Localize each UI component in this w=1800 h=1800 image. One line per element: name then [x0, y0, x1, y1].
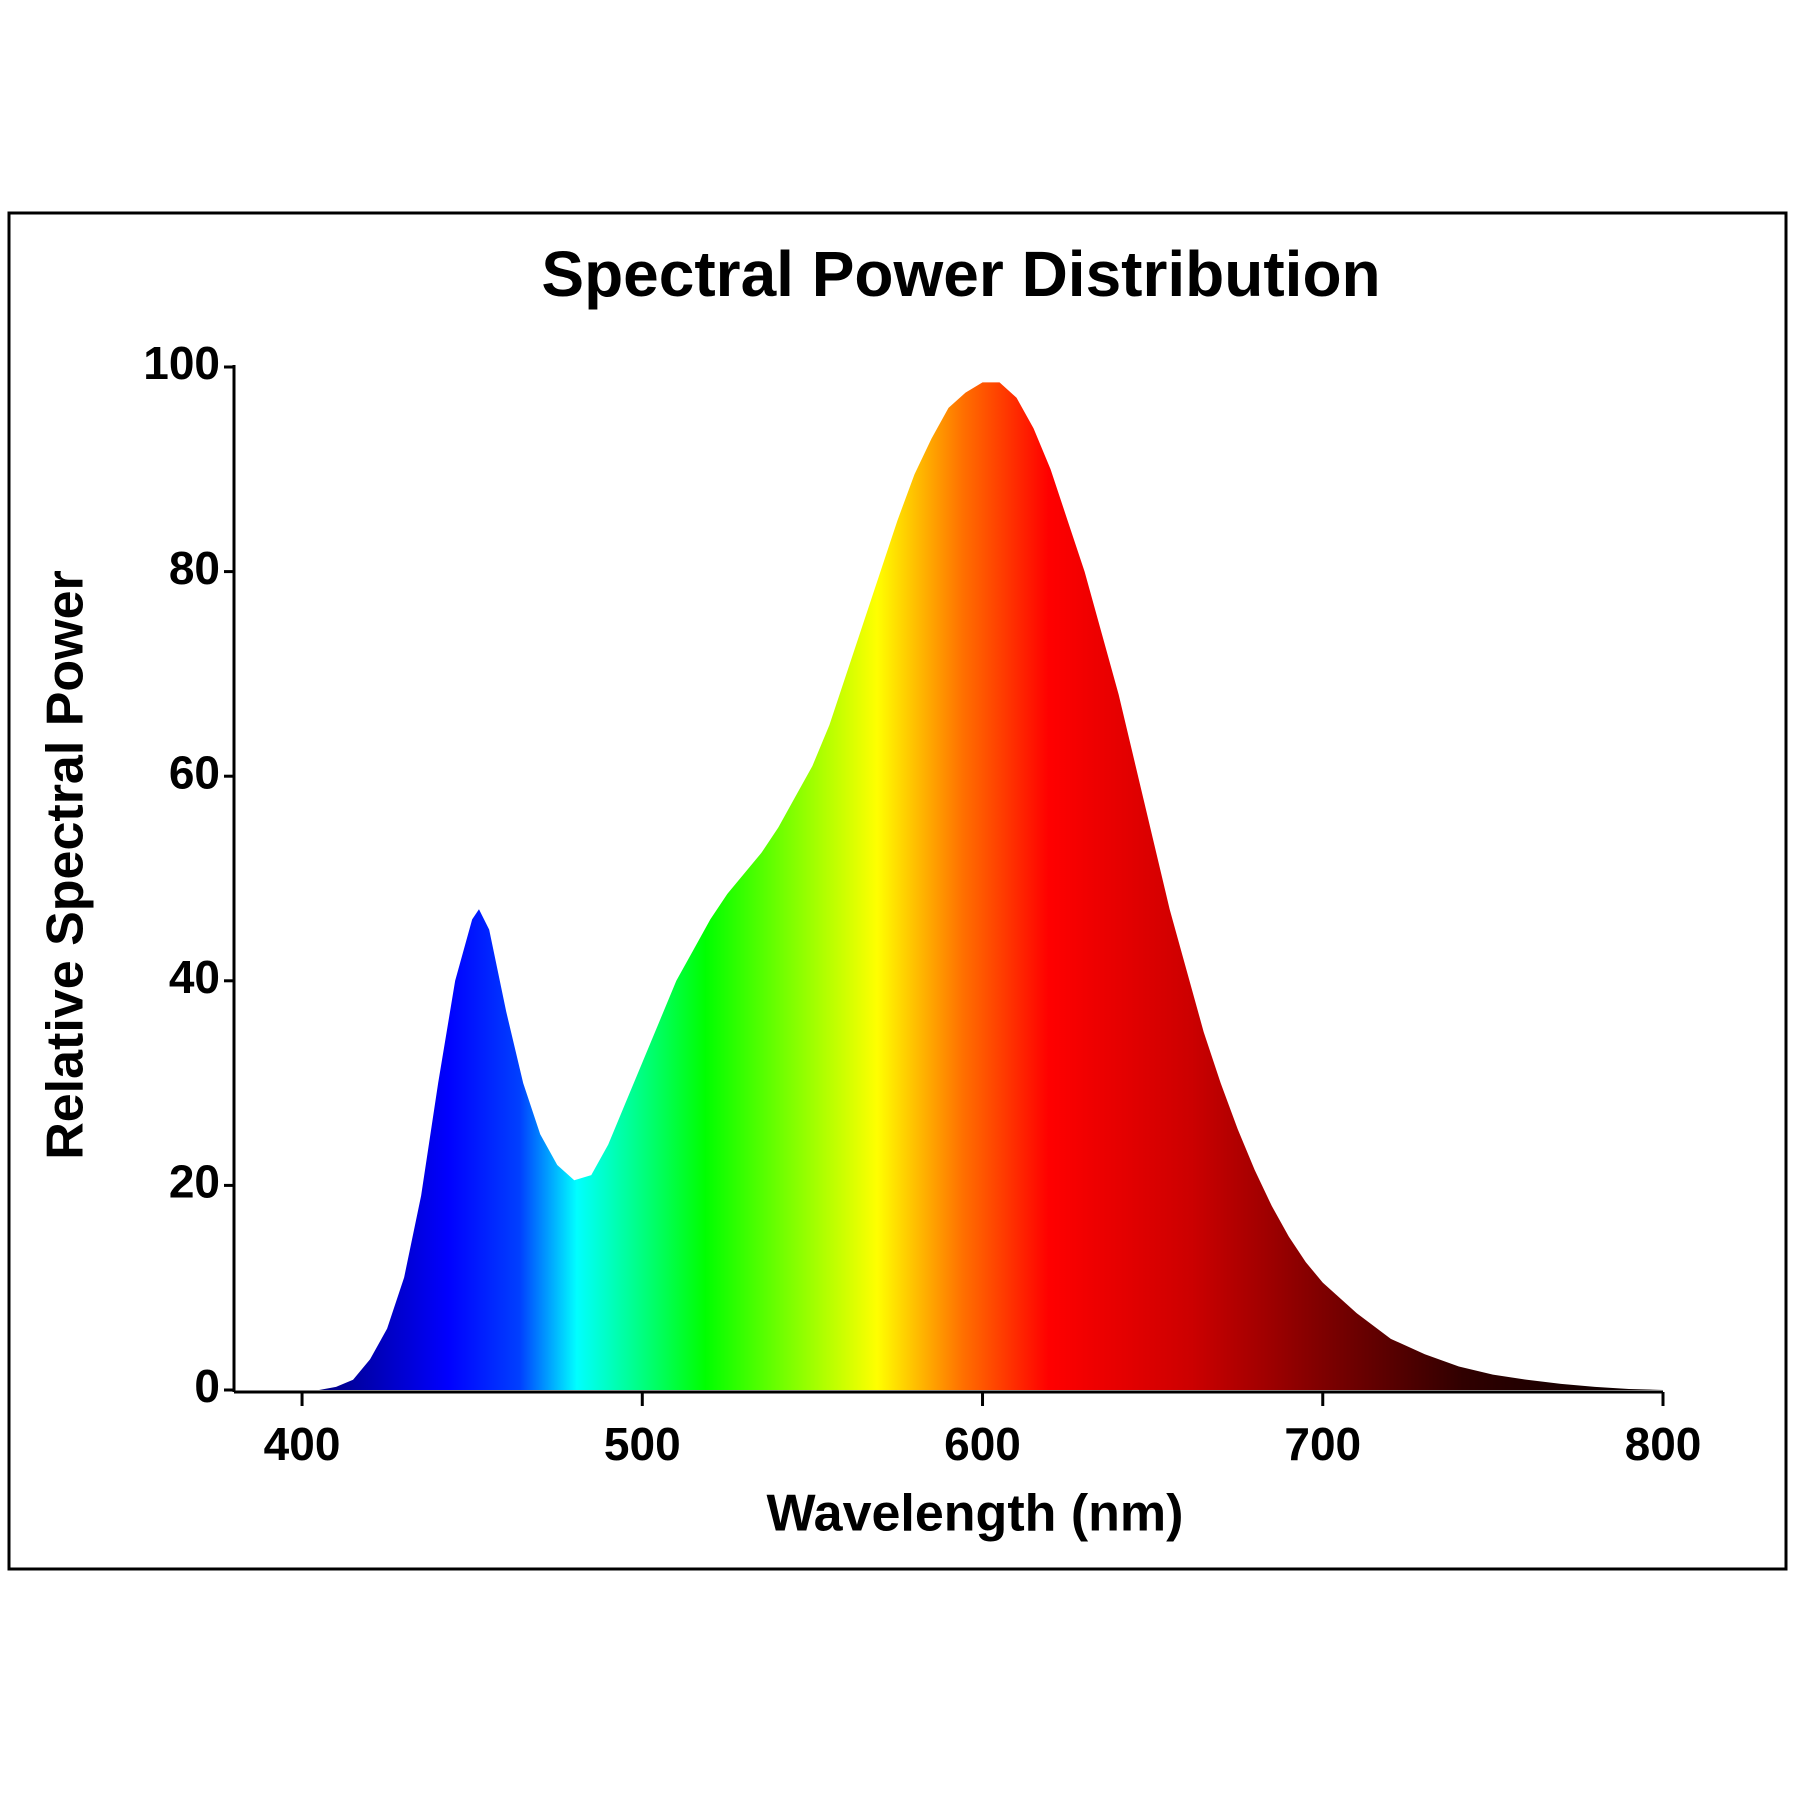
y-tick-label: 80 [169, 542, 220, 594]
chart-title: Spectral Power Distribution [541, 238, 1380, 310]
y-tick-label: 100 [143, 337, 220, 389]
y-tick-label: 0 [194, 1360, 220, 1412]
y-tick-label: 60 [169, 746, 220, 798]
x-tick-label: 500 [604, 1418, 681, 1470]
y-axis-label: Relative Spectral Power [37, 570, 95, 1160]
x-tick-label: 800 [1625, 1418, 1702, 1470]
area [234, 382, 1663, 1391]
x-tick-label: 600 [944, 1418, 1021, 1470]
x-tick-label: 400 [264, 1418, 341, 1470]
x-tick-label: 700 [1284, 1418, 1361, 1470]
y-tick-label: 40 [169, 951, 220, 1003]
x-axis-label: Wavelength (nm) [767, 1485, 1184, 1543]
y-tick-label: 20 [169, 1156, 220, 1208]
